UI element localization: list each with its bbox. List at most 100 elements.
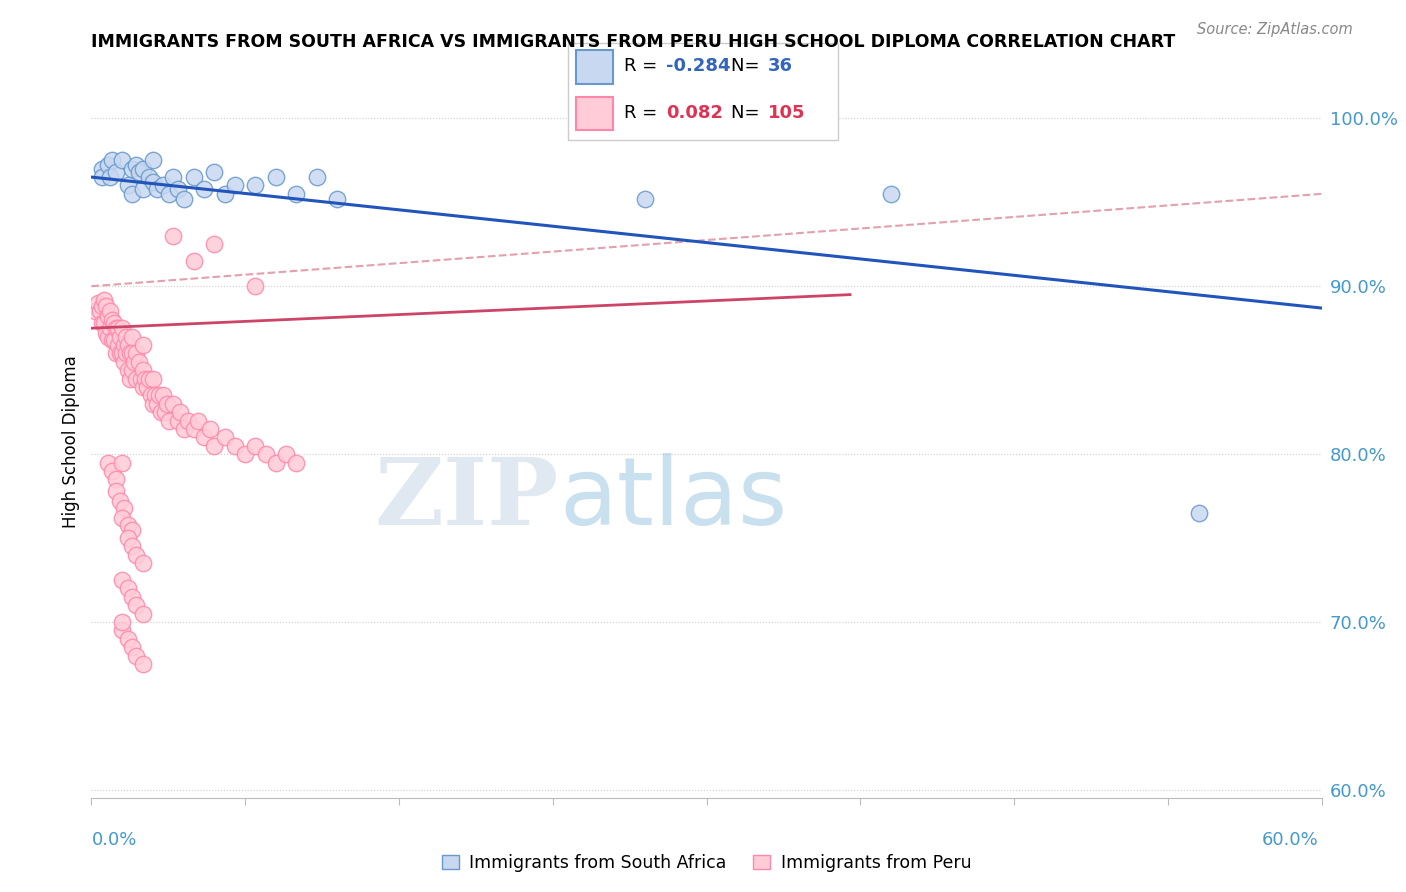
Point	[214, 186, 236, 201]
Point	[117, 582, 139, 596]
Point	[245, 279, 267, 293]
Point	[107, 321, 129, 335]
Point	[121, 186, 143, 201]
Point	[125, 648, 148, 663]
Point	[86, 296, 108, 310]
Point	[112, 338, 135, 352]
Point	[224, 439, 246, 453]
Point	[125, 371, 148, 385]
Point	[125, 346, 148, 360]
Point	[117, 363, 139, 377]
Point	[121, 590, 143, 604]
Point	[84, 304, 107, 318]
Point	[131, 607, 153, 621]
Point	[111, 511, 134, 525]
Point	[125, 548, 148, 562]
Point	[233, 447, 256, 461]
Point	[97, 310, 120, 324]
FancyBboxPatch shape	[568, 43, 838, 140]
Point	[98, 321, 121, 335]
Point	[121, 363, 143, 377]
Point	[245, 178, 267, 193]
Point	[111, 624, 134, 638]
Point	[124, 355, 146, 369]
Point	[169, 405, 191, 419]
Point	[162, 228, 184, 243]
Point	[131, 556, 153, 570]
Text: ZIP: ZIP	[374, 454, 558, 543]
Point	[193, 430, 215, 444]
Point	[120, 346, 142, 360]
Point	[245, 439, 267, 453]
Point	[111, 321, 134, 335]
Point	[97, 456, 120, 470]
Point	[129, 371, 152, 385]
Point	[142, 175, 165, 189]
Point	[202, 439, 225, 453]
Point	[134, 371, 156, 385]
Point	[135, 380, 157, 394]
Point	[131, 657, 153, 671]
Legend: Immigrants from South Africa, Immigrants from Peru: Immigrants from South Africa, Immigrants…	[441, 854, 972, 871]
Point	[183, 254, 205, 268]
Point	[142, 371, 165, 385]
Point	[285, 186, 308, 201]
Point	[111, 615, 134, 629]
Point	[152, 388, 174, 402]
Point	[131, 161, 153, 176]
Text: 36: 36	[768, 57, 793, 75]
Point	[111, 573, 134, 587]
Point	[202, 165, 225, 179]
Point	[98, 170, 121, 185]
Point	[121, 161, 143, 176]
Point	[142, 397, 165, 411]
Point	[224, 178, 246, 193]
Point	[89, 304, 111, 318]
Point	[166, 413, 188, 427]
Point	[264, 170, 287, 185]
Point	[117, 338, 139, 352]
Point	[131, 182, 153, 196]
Point	[146, 182, 169, 196]
Point	[105, 346, 127, 360]
Point	[131, 338, 153, 352]
Point	[115, 329, 138, 343]
Point	[173, 192, 195, 206]
Point	[183, 170, 205, 185]
Point	[153, 405, 177, 419]
Point	[142, 153, 165, 168]
Text: 60.0%: 60.0%	[1263, 831, 1319, 849]
Point	[166, 182, 188, 196]
Point	[101, 313, 124, 327]
Text: Source: ZipAtlas.com: Source: ZipAtlas.com	[1197, 22, 1353, 37]
Point	[98, 304, 121, 318]
Text: 105: 105	[768, 104, 806, 122]
Point	[880, 186, 903, 201]
Point	[117, 178, 139, 193]
Point	[143, 388, 166, 402]
Text: IMMIGRANTS FROM SOUTH AFRICA VS IMMIGRANTS FROM PERU HIGH SCHOOL DIPLOMA CORRELA: IMMIGRANTS FROM SOUTH AFRICA VS IMMIGRAN…	[91, 33, 1175, 51]
Point	[117, 632, 139, 646]
Point	[108, 494, 131, 508]
Point	[125, 599, 148, 613]
Point	[128, 355, 150, 369]
Point	[90, 316, 112, 330]
Point	[254, 447, 277, 461]
Point	[111, 346, 134, 360]
Y-axis label: High School Diploma: High School Diploma	[62, 355, 80, 528]
Point	[90, 170, 112, 185]
Point	[214, 430, 236, 444]
Point	[90, 299, 112, 313]
Point	[150, 405, 173, 419]
Point	[103, 333, 125, 347]
Point	[108, 329, 131, 343]
Point	[157, 186, 180, 201]
Point	[276, 447, 298, 461]
Point	[97, 329, 120, 343]
Point	[177, 413, 200, 427]
Point	[108, 346, 131, 360]
Point	[139, 388, 162, 402]
Point	[101, 464, 124, 478]
Point	[111, 456, 134, 470]
Text: 0.082: 0.082	[666, 104, 724, 122]
